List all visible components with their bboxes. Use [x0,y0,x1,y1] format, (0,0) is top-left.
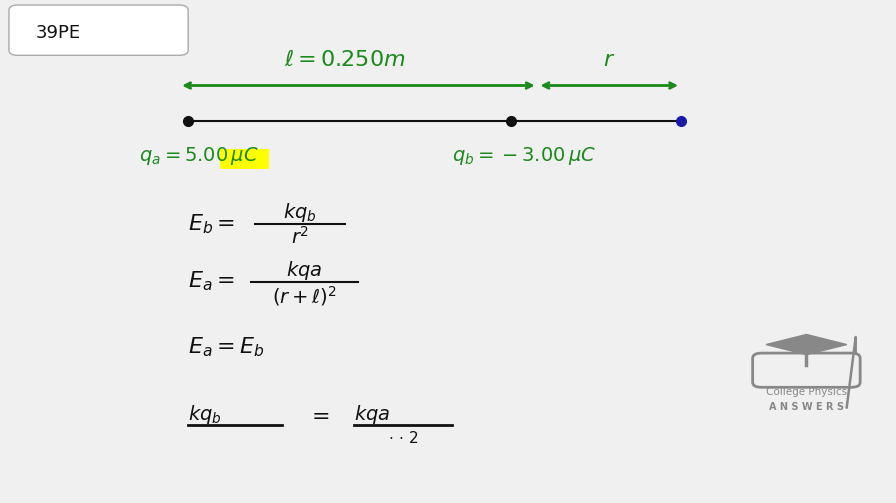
Text: A N S W E R S: A N S W E R S [769,402,844,412]
Text: College Physics: College Physics [766,387,847,397]
Text: $(r+\ell)^2$: $(r+\ell)^2$ [272,284,337,308]
FancyBboxPatch shape [9,5,188,55]
Text: $q_b = -3.00\,\mu C$: $q_b = -3.00\,\mu C$ [452,145,597,167]
Text: $kq_b$: $kq_b$ [283,201,317,224]
Text: $\cdot\,\cdot\,2$: $\cdot\,\cdot\,2$ [388,430,418,446]
Text: $q_a = 5.00\,\mu C$: $q_a = 5.00\,\mu C$ [139,145,259,167]
Text: $kq_b$: $kq_b$ [188,403,222,427]
Text: $r$: $r$ [603,50,616,70]
Text: $kqa$: $kqa$ [354,403,391,427]
Text: 39PE: 39PE [36,24,81,42]
Text: $=$: $=$ [306,405,330,425]
Text: $E_a = E_b$: $E_a = E_b$ [188,336,265,359]
FancyBboxPatch shape [220,149,269,169]
Text: $E_a =$: $E_a =$ [188,270,235,293]
Text: $\ell = 0.250m$: $\ell = 0.250m$ [284,50,406,70]
Text: $kqa$: $kqa$ [287,259,323,282]
Polygon shape [766,334,847,355]
Text: $r^2$: $r^2$ [291,226,309,248]
Text: $E_b =$: $E_b =$ [188,212,236,235]
